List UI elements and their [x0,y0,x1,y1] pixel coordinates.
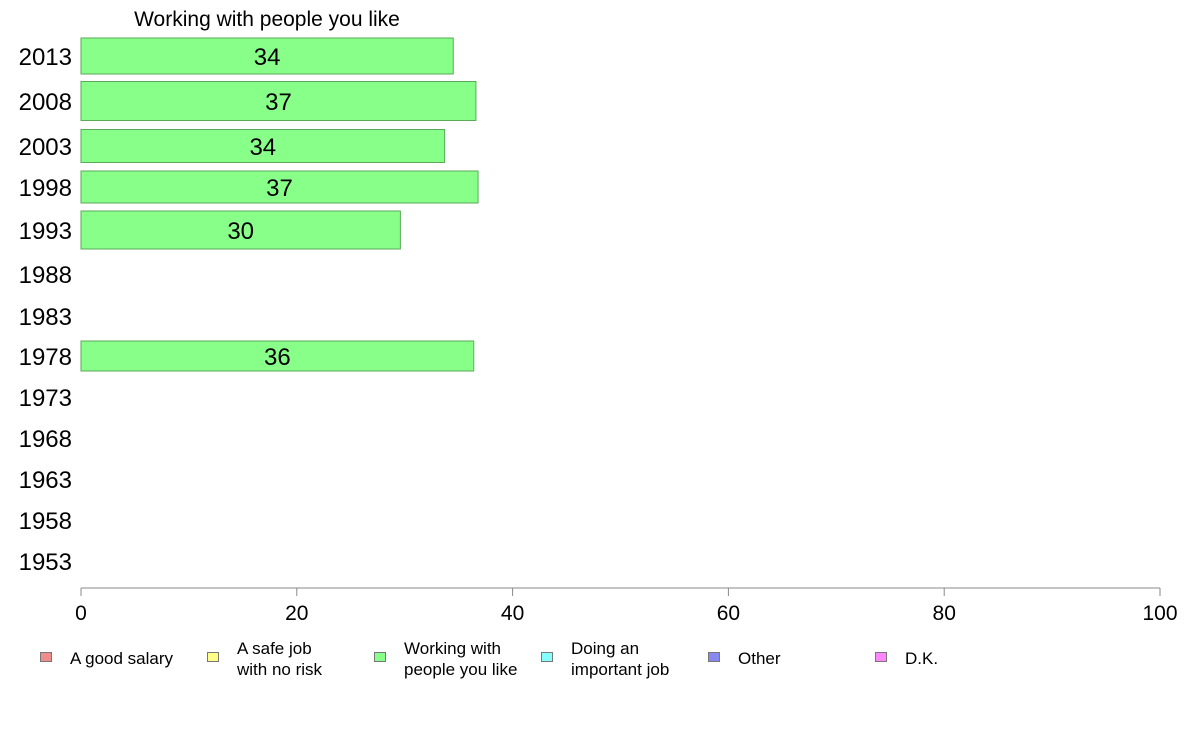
y-tick-label: 2003 [19,134,72,161]
y-axis-labels: 2013 2008 2003 1998 1993 1988 1983 1978 1973 1968… [19,44,72,576]
y-tick-label: 1983 [19,304,72,331]
legend-label: Doing an important job [571,639,670,679]
y-tick-label: 1988 [19,262,72,289]
bar [80,210,401,250]
legend: A good salary A safe job with no risk Work… [0,636,1188,686]
bars-layer: 34 37 34 37 30 36 [80,37,479,372]
x-tick-label: 60 [717,602,740,625]
y-tick-label: 1963 [19,467,72,494]
legend-label: Working with people you like [404,639,518,679]
y-tick-label: 2013 [19,44,72,71]
y-tick-label: 1968 [19,426,72,453]
legend-label: D.K. [905,649,939,668]
x-tick-label: 20 [285,602,308,625]
chart-title: Working with people you like [134,8,400,31]
legend-swatch [40,652,52,662]
legend-swatch [541,652,553,662]
y-tick-label: 2008 [19,89,72,116]
y-tick-label: 1993 [19,218,72,245]
data-label: 34 [249,134,276,161]
x-tick-label: 40 [501,602,524,625]
bar [80,129,446,163]
legend-label: Other [738,649,781,668]
legend-label: A good salary [70,649,174,668]
legend-swatch [207,652,219,662]
legend-swatch [374,652,386,662]
bar [80,170,479,204]
data-label: 37 [266,175,293,202]
bar [80,81,477,121]
y-tick-label: 1958 [19,508,72,535]
bar [80,340,475,372]
data-label: 30 [227,218,254,245]
y-tick-label: 1953 [19,549,72,576]
legend-label: A safe job with no risk [237,639,323,679]
y-tick-label: 1998 [19,175,72,202]
x-tick-label: 80 [933,602,956,625]
legend-swatch [708,652,720,662]
x-axis: 0 20 40 60 80 100 [75,587,1178,625]
x-tick-label: 0 [75,602,87,625]
bar-chart: Working with people you like 34373437303… [19,8,1178,625]
y-tick-label: 1973 [19,385,72,412]
data-label: 37 [265,89,292,116]
y-tick-label: 1978 [19,344,72,371]
bar [80,37,454,75]
data-label: 34 [254,44,281,71]
data-label: 36 [264,344,291,371]
x-tick-label: 100 [1142,602,1177,625]
legend-swatch [875,652,887,662]
